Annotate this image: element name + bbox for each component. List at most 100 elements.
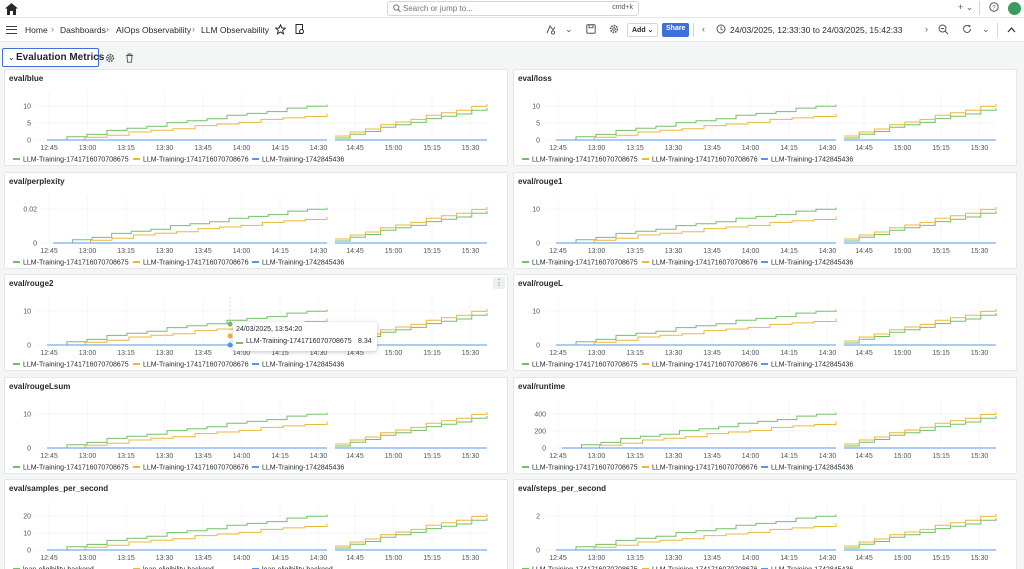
series-line-green bbox=[47, 412, 328, 449]
x-tick-label: 14:30 bbox=[310, 145, 328, 152]
help-icon[interactable]: ? bbox=[989, 2, 999, 14]
share-button[interactable]: Share bbox=[662, 23, 689, 37]
panel-title: eval/rougeLsum bbox=[9, 382, 71, 391]
tooltip-series-swatch bbox=[236, 342, 243, 344]
refresh-interval-chevron-icon[interactable]: ⌄ bbox=[982, 24, 990, 34]
series-line-green bbox=[53, 207, 328, 244]
panel-eval-perplexity[interactable]: eval/perplexity 0.02 0 12:45 13:00 13:15 13:30… bbox=[4, 172, 508, 269]
breadcrumb-home[interactable]: Home bbox=[25, 25, 48, 35]
x-tick-label: 13:30 bbox=[156, 248, 174, 255]
series-line-green bbox=[556, 104, 837, 141]
star-icon[interactable] bbox=[274, 23, 287, 37]
x-tick-label: 14:00 bbox=[742, 145, 760, 152]
x-tick-label: 13:45 bbox=[703, 555, 721, 562]
series-line-green bbox=[556, 309, 837, 346]
legend-item: LLM-Training-1741716070708675 bbox=[532, 362, 638, 369]
panel-eval-steps-per-second[interactable]: eval/steps_per_second 2 0 12:45 13:00 13:15 13… bbox=[513, 479, 1017, 569]
x-tick-label: 14:15 bbox=[780, 248, 798, 255]
x-tick-label: 12:45 bbox=[40, 350, 58, 357]
x-tick-label: 14:45 bbox=[855, 350, 873, 357]
x-tick-label: 14:30 bbox=[819, 248, 837, 255]
x-tick-label: 14:30 bbox=[310, 453, 328, 460]
panel-menu-icon[interactable]: ⋮ bbox=[493, 277, 505, 289]
add-button[interactable]: Add ⌄ bbox=[627, 23, 658, 37]
nav-bar: Home › Dashboards › AIOps Observability … bbox=[0, 18, 1024, 42]
search-placeholder: Search or jump to... bbox=[403, 4, 473, 13]
collapse-chevron-up-icon[interactable] bbox=[1007, 25, 1016, 35]
search-icon bbox=[393, 4, 401, 15]
x-tick-label: 15:30 bbox=[462, 453, 480, 460]
panel-eval-rougeLsum[interactable]: eval/rougeLsum 10 0 12:45 13:00 13:15 13:30 13:… bbox=[4, 377, 508, 474]
breadcrumb-dashboard: LLM Observability bbox=[201, 25, 270, 35]
x-tick-label: 13:30 bbox=[156, 350, 174, 357]
new-menu-button[interactable]: + ⌄ bbox=[958, 2, 974, 12]
x-tick-label: 14:45 bbox=[346, 145, 364, 152]
x-tick-label: 13:30 bbox=[665, 350, 683, 357]
panel-chart: 400 200 012:45 13:00 13:15 13:30 13:45 14:00 14:… bbox=[522, 400, 997, 472]
x-tick-label: 14:15 bbox=[271, 145, 289, 152]
x-tick-label: 12:45 bbox=[549, 555, 567, 562]
series-line-yellow bbox=[844, 412, 997, 445]
x-tick-label: 14:15 bbox=[271, 555, 289, 562]
breadcrumb-dashboards[interactable]: Dashboards bbox=[60, 25, 106, 35]
settings-gear-icon[interactable] bbox=[609, 24, 619, 36]
series-line-yellow bbox=[335, 207, 488, 240]
x-tick-label: 14:45 bbox=[346, 248, 364, 255]
series-line-green bbox=[47, 104, 328, 141]
legend-item: LLM-Training-1742845436 bbox=[262, 260, 344, 267]
row-delete-trash-icon[interactable] bbox=[125, 53, 134, 65]
dashboard-info-icon[interactable] bbox=[295, 24, 305, 37]
panel-eval-rougeL[interactable]: eval/rougeL 10 0 12:45 13:00 13:15 13:30 13:45 1… bbox=[513, 274, 1017, 371]
series-line-green bbox=[562, 412, 837, 449]
x-tick-label: 13:45 bbox=[194, 453, 212, 460]
alert-rules-icon[interactable] bbox=[545, 24, 556, 37]
user-avatar[interactable] bbox=[1008, 2, 1021, 15]
panel-eval-blue[interactable]: eval/blue 10 5 0 12:45 13:00 13:15 13:30 13:45 14… bbox=[4, 69, 508, 166]
y-tick-label: 10 bbox=[532, 104, 540, 111]
legend-item: loan-eligibility-backend bbox=[143, 567, 214, 569]
x-tick-label: 13:45 bbox=[194, 555, 212, 562]
time-range-picker[interactable]: 24/03/2025, 12:33:30 to 24/03/2025, 15:4… bbox=[730, 25, 903, 35]
breadcrumb-folder[interactable]: AIOps Observability bbox=[116, 25, 192, 35]
time-back-chevron-icon[interactable]: ‹ bbox=[702, 24, 705, 34]
hover-point-blue bbox=[227, 342, 233, 348]
x-tick-label: 13:45 bbox=[703, 248, 721, 255]
y-tick-label: 20 bbox=[23, 514, 31, 521]
series-line-green bbox=[844, 518, 997, 549]
time-forward-chevron-icon[interactable]: › bbox=[925, 24, 928, 34]
x-tick-label: 13:45 bbox=[703, 145, 721, 152]
row-settings-gear-icon[interactable] bbox=[105, 53, 115, 65]
panel-eval-loss[interactable]: eval/loss 10 5 0 12:45 13:00 13:15 13:30 13:45 14… bbox=[513, 69, 1017, 166]
x-tick-label: 14:45 bbox=[346, 350, 364, 357]
zoom-out-icon[interactable] bbox=[938, 24, 949, 37]
clock-icon[interactable] bbox=[716, 24, 726, 36]
x-tick-label: 14:15 bbox=[780, 453, 798, 460]
legend-item: LLM-Training-1741716070708676 bbox=[143, 362, 249, 369]
panel-eval-rouge1[interactable]: eval/rouge1 10 0 12:45 13:00 13:15 13:30 13:45 1… bbox=[513, 172, 1017, 269]
panel-eval-samples-per-second[interactable]: eval/samples_per_second 20 10 0 12:45 13:00 13… bbox=[4, 479, 508, 569]
y-tick-label: 0 bbox=[27, 343, 31, 350]
legend-item: LLM-Training-1741716070708675 bbox=[532, 567, 638, 569]
panel-chart: 2 0 12:45 13:00 13:15 13:30 13:45 14:00 14:15 14:… bbox=[522, 502, 997, 569]
menu-icon[interactable] bbox=[6, 26, 17, 34]
x-tick-label: 13:00 bbox=[79, 555, 97, 562]
divider bbox=[997, 23, 998, 37]
panel-eval-runtime[interactable]: eval/runtime 400 200 0 12:45 13:00 13:15 13:30 1… bbox=[513, 377, 1017, 474]
x-tick-label: 14:45 bbox=[346, 555, 364, 562]
search-input[interactable]: Search or jump to... cmd+k bbox=[387, 1, 639, 16]
x-tick-label: 14:00 bbox=[742, 555, 760, 562]
panel-chart: 10 0 12:45 13:00 13:15 13:30 13:45 14:00 14:15 14… bbox=[13, 400, 488, 472]
hover-point-yellow bbox=[227, 333, 233, 339]
save-icon[interactable] bbox=[586, 24, 596, 36]
x-tick-label: 15:30 bbox=[462, 248, 480, 255]
home-logo-icon[interactable] bbox=[5, 3, 18, 15]
series-line-yellow bbox=[844, 104, 997, 137]
x-tick-label: 14:15 bbox=[271, 248, 289, 255]
chevron-down-icon[interactable]: ⌄ bbox=[565, 24, 573, 34]
legend-item: LLM-Training-1741716070708676 bbox=[652, 362, 758, 369]
refresh-icon[interactable] bbox=[962, 24, 972, 36]
row-header-evaluation-metrics[interactable]: ⌄ Evaluation Metrics bbox=[2, 48, 104, 67]
x-tick-label: 13:15 bbox=[117, 248, 135, 255]
series-line-yellow bbox=[63, 421, 328, 449]
series-line-yellow bbox=[69, 216, 328, 244]
